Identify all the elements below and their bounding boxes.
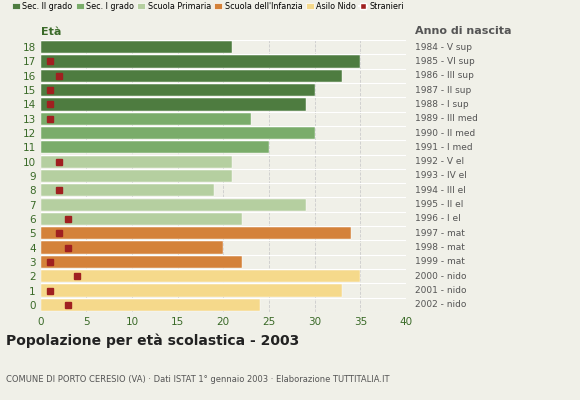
- Text: 1997 - mat: 1997 - mat: [415, 229, 465, 238]
- Bar: [41, 113, 251, 125]
- Bar: [41, 98, 306, 110]
- Legend: Sec. II grado, Sec. I grado, Scuola Primaria, Scuola dell'Infanzia, Asilo Nido, : Sec. II grado, Sec. I grado, Scuola Prim…: [12, 2, 404, 11]
- Text: 1987 - II sup: 1987 - II sup: [415, 86, 472, 95]
- Text: 1994 - III el: 1994 - III el: [415, 186, 466, 195]
- Bar: [41, 156, 233, 168]
- Text: 2000 - nido: 2000 - nido: [415, 272, 467, 281]
- Text: 2002 - nido: 2002 - nido: [415, 300, 466, 309]
- Text: Popolazione per età scolastica - 2003: Popolazione per età scolastica - 2003: [6, 334, 299, 348]
- Text: 1998 - mat: 1998 - mat: [415, 243, 465, 252]
- Bar: [41, 213, 241, 225]
- Text: 1984 - V sup: 1984 - V sup: [415, 43, 472, 52]
- Text: 1985 - VI sup: 1985 - VI sup: [415, 57, 475, 66]
- Bar: [41, 184, 214, 196]
- Text: 1993 - IV el: 1993 - IV el: [415, 172, 467, 180]
- Bar: [41, 284, 342, 297]
- Bar: [41, 41, 233, 53]
- Text: 1996 - I el: 1996 - I el: [415, 214, 461, 224]
- Text: 1999 - mat: 1999 - mat: [415, 257, 465, 266]
- Bar: [41, 55, 360, 68]
- Text: 1988 - I sup: 1988 - I sup: [415, 100, 469, 109]
- Bar: [41, 299, 260, 311]
- Bar: [41, 256, 241, 268]
- Bar: [41, 242, 223, 254]
- Bar: [41, 141, 269, 154]
- Text: COMUNE DI PORTO CERESIO (VA) · Dati ISTAT 1° gennaio 2003 · Elaborazione TUTTITA: COMUNE DI PORTO CERESIO (VA) · Dati ISTA…: [6, 375, 389, 384]
- Text: 1995 - II el: 1995 - II el: [415, 200, 463, 209]
- Text: 2001 - nido: 2001 - nido: [415, 286, 467, 295]
- Bar: [41, 198, 306, 211]
- Text: 1986 - III sup: 1986 - III sup: [415, 71, 474, 80]
- Text: Età: Età: [41, 27, 61, 37]
- Bar: [41, 84, 315, 96]
- Text: Anno di nascita: Anno di nascita: [415, 26, 512, 36]
- Text: 1989 - III med: 1989 - III med: [415, 114, 478, 123]
- Bar: [41, 70, 342, 82]
- Bar: [41, 270, 360, 282]
- Text: 1990 - II med: 1990 - II med: [415, 128, 476, 138]
- Text: 1991 - I med: 1991 - I med: [415, 143, 473, 152]
- Bar: [41, 227, 351, 239]
- Text: 1992 - V el: 1992 - V el: [415, 157, 464, 166]
- Bar: [41, 127, 315, 139]
- Bar: [41, 170, 233, 182]
